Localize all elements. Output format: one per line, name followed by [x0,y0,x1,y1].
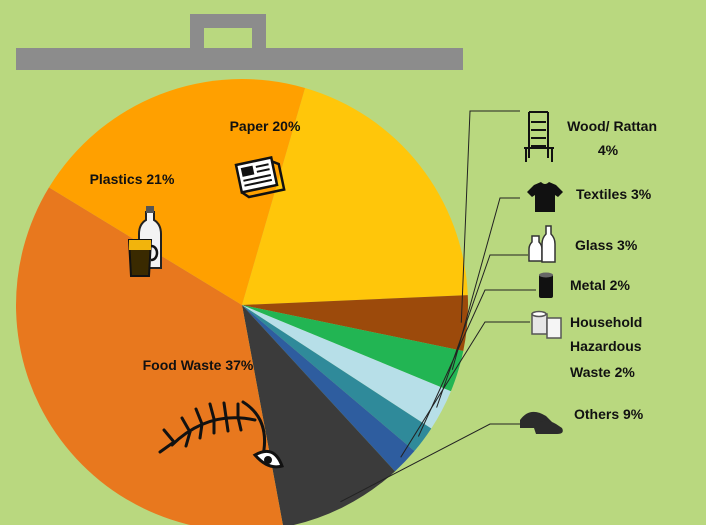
label-metal: Metal 2% [570,277,630,293]
newspaper-icon [234,156,286,199]
label-paper-line: Paper 20% [230,118,301,134]
slice-household-hazardous-waste [242,305,415,472]
slice-food-waste [16,187,283,525]
label-textiles: Textiles 3% [576,186,652,202]
label-paper: Paper 20% [230,118,301,134]
leader-line-wood [460,110,520,323]
label-plastics: Plastics 21% [90,171,175,187]
leader-line-others [340,423,522,503]
label-wood-line-2: 4% [598,142,619,158]
label-food-waste-line: Food Waste 37% [143,357,254,373]
slice-labels: Paper 20% Plastics 21% Food Waste 37% Wo… [90,118,661,422]
slice-plastics [48,78,306,305]
leader-line-textiles [451,197,520,370]
label-food-waste: Food Waste 37% [143,357,254,373]
leader-lines [340,110,536,503]
t-shirt-icon [527,182,563,212]
bottles-icon [127,206,162,277]
label-glass-line: Glass 3% [575,237,638,253]
slice-wood-rattan [242,295,468,351]
label-metal-line: Metal 2% [570,277,630,293]
label-hhw-line-3: Waste 2% [570,364,635,380]
label-hhw-line-2: Hazardous [570,338,642,354]
label-textiles-line: Textiles 3% [576,186,652,202]
label-others-line: Others 9% [574,406,644,422]
label-wood-rattan: Wood/ Rattan 4% [567,118,661,158]
label-household-hazardous-waste: Household Hazardous Waste 2% [570,314,646,380]
label-wood-line-1: Wood/ Rattan [567,118,657,134]
slice-textiles [242,305,464,392]
slice-glass [242,305,451,429]
chair-icon [524,111,554,162]
leader-line-metal [417,289,536,437]
leader-line-hhw [400,321,530,458]
label-others: Others 9% [574,406,644,422]
slice-metal [242,305,432,452]
glass-bottles-icon [528,225,556,263]
label-plastics-line: Plastics 21% [90,171,175,187]
label-glass: Glass 3% [575,237,638,253]
shoes-icon [520,411,563,434]
fish-bone-icon [158,400,284,469]
slice-others [242,305,396,525]
lid-bar [16,48,463,70]
can-icon [539,272,553,298]
pie-slices [16,78,468,525]
label-hhw-line-1: Household [570,314,642,330]
paper-towel-icon [531,310,562,339]
slice-paper [242,87,468,305]
bin-lid-decoration [16,14,463,70]
